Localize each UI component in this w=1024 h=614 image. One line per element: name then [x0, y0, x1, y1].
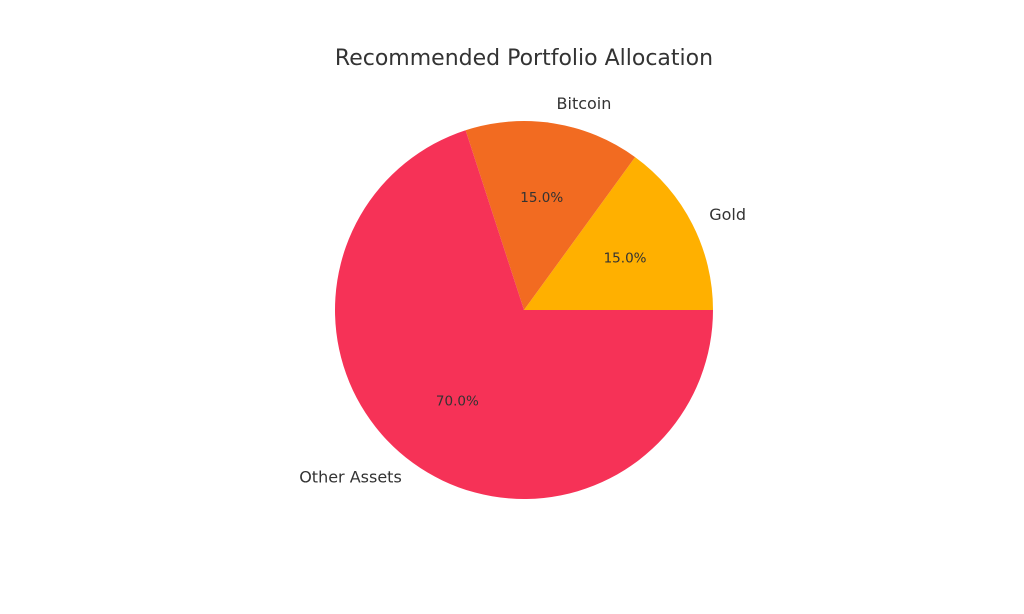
slice-percent-bitcoin: 15.0%	[520, 190, 563, 206]
slice-label-other-assets: Other Assets	[299, 468, 402, 487]
pie-slice-gold	[524, 157, 713, 310]
pie-slice-other-assets	[335, 130, 713, 500]
chart-title: Recommended Portfolio Allocation	[335, 46, 713, 71]
pie-slices	[335, 120, 713, 500]
pie-labels: Gold 15.0% Bitcoin 15.0% Other Assets 70.0%	[299, 94, 746, 487]
slice-label-bitcoin: Bitcoin	[557, 94, 612, 113]
slice-label-gold: Gold	[709, 205, 746, 224]
pie-slice-bitcoin	[465, 120, 636, 310]
slice-percent-gold: 15.0%	[604, 251, 647, 267]
slice-percent-other-assets: 70.0%	[436, 394, 479, 410]
